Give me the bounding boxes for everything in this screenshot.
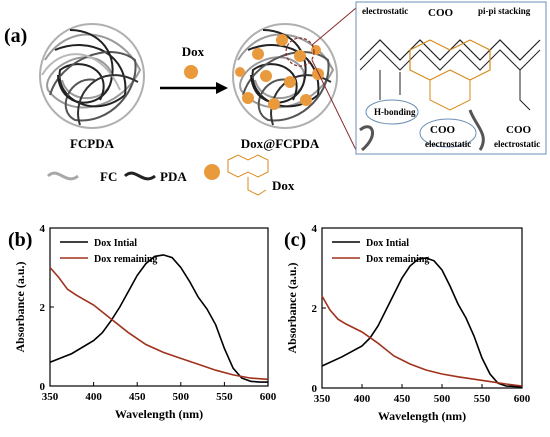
fcpda-sphere [39,23,145,129]
dox-particle-icon [184,65,198,79]
legend-label: Dox remaining [94,254,157,265]
x-tick-label: 450 [394,393,411,405]
y-tick-label: 0 [40,381,46,393]
fc-strand-icon [46,171,79,181]
x-tick-label: 400 [85,391,102,403]
reaction-arrow [160,82,228,94]
x-tick-label: 550 [216,391,233,403]
panel-label-b: (b) [8,229,32,251]
inset-electrostatic-bottom: electrostatic [425,139,471,149]
schematic-legend: FC PDA Dox [46,154,295,196]
y-tick-label: 4 [40,223,46,235]
dox-fcpda-label: Dox@FCPDA [241,136,320,151]
legend-pda-label: PDA [160,169,187,184]
legend-dox-label: Dox [272,178,295,193]
series-line-dox-initial [49,254,268,383]
y-axis-label: Absorbance (a.u.) [13,261,27,352]
legend-dox-particle-icon [204,164,220,180]
y-tick-label: 2 [312,303,318,315]
legend-label: Dox Intial [366,238,409,249]
callout-line-bottom [311,59,357,151]
zoom-circle [285,37,315,67]
legend-label: Dox Intial [94,238,137,249]
fcpda-label: FCPDA [70,136,115,151]
y-axis-label: Absorbance (a.u.) [285,262,299,353]
panel-label-a: (a) [4,25,27,47]
y-tick-label: 2 [40,302,46,314]
legend-fc-label: FC [100,169,117,184]
chart-c: (c) 350 400 450 500 550 600 0 2 4 Wavelength (nm)… [284,223,531,423]
series-line-dox-initial [321,257,523,388]
dox-molecule-icon [227,154,269,196]
x-axis-label: Wavelength (nm) [115,407,203,421]
inset-pi-stacking: pi-pi stacking [478,6,531,16]
legend-label: Dox remaining [366,254,429,265]
series-line-dox-remaining [49,266,269,381]
schematic-panel: (a) FCPDA Dox [4,1,547,196]
x-tick-label: 400 [354,393,371,405]
x-tick-label: 500 [434,393,451,405]
x-tick-label: 350 [42,391,59,403]
callout-line-top [311,7,357,46]
inset-coo-bottom: COO [430,124,456,136]
plot-frame [49,227,269,387]
interaction-inset: electrostatic COO pi-pi stacking H-bondi… [355,1,547,155]
plot-frame [321,227,523,389]
panel-label-c: (c) [284,229,306,251]
series-line-dox-remaining [321,295,523,387]
y-tick-label: 0 [312,383,318,395]
inset-electrostatic-top: electrostatic [362,6,408,16]
dox-fcpda-sphere [232,23,338,129]
x-axis-label: Wavelength (nm) [378,409,466,423]
x-tick-label: 500 [173,391,190,403]
dox-arrow-label: Dox [182,44,205,59]
x-tick-label: 600 [514,393,531,405]
x-tick-label: 350 [314,393,331,405]
inset-coo-right: COO [506,124,532,136]
inset-coo-top: COO [428,7,454,19]
inset-electrostatic-right: electrostatic [494,139,540,149]
chart-b: (b) 350 400 450 500 550 600 0 2 4 Wavelength (nm)… [8,223,277,421]
y-tick-label: 4 [312,223,318,235]
pda-strand-icon [123,171,156,181]
x-tick-label: 550 [474,393,491,405]
x-tick-label: 600 [260,391,277,403]
x-tick-label: 450 [129,391,146,403]
inset-h-bonding: H-bonding [374,107,416,117]
